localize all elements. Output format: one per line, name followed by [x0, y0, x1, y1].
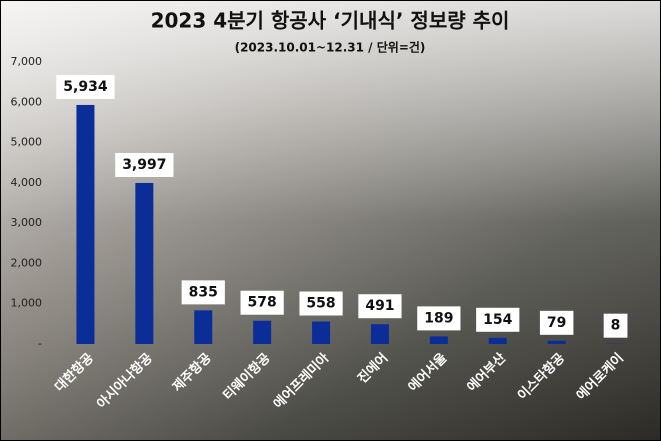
value-label: 189 [424, 310, 453, 326]
value-label: 5,934 [63, 79, 108, 95]
value-label-box [240, 290, 284, 315]
y-tick-label: 3,000 [11, 216, 43, 229]
y-tick-label: - [38, 337, 42, 350]
value-label-group: 578 [240, 290, 284, 315]
value-label-group: 8 [603, 313, 628, 338]
value-label-group: 491 [358, 294, 402, 319]
value-label-group: 5,934 [56, 74, 115, 99]
bar [429, 336, 448, 344]
value-label: 558 [306, 296, 335, 312]
value-label: 3,997 [122, 157, 166, 173]
value-label: 491 [365, 298, 394, 314]
bar [253, 320, 272, 344]
y-tick-label: 7,000 [11, 55, 43, 68]
value-label-group: 79 [539, 310, 574, 335]
bar [194, 310, 213, 344]
bar [312, 321, 331, 344]
value-label-group: 558 [299, 291, 343, 316]
bar [76, 104, 95, 344]
value-label: 154 [483, 312, 512, 328]
y-tick-label: 5,000 [11, 136, 43, 149]
value-label-group: 3,997 [115, 152, 174, 177]
value-label-box [358, 294, 402, 319]
value-label-box [603, 313, 628, 338]
value-label: 835 [189, 284, 218, 300]
value-label-group: 189 [417, 306, 461, 331]
y-tick-label: 2,000 [11, 256, 43, 269]
value-label-box [56, 74, 115, 99]
chart-subtitle: (2023.10.01~12.31 / 단위=건) [235, 40, 426, 55]
value-label-box [115, 152, 174, 177]
bar [135, 182, 154, 344]
value-label-box [417, 306, 461, 331]
value-label-box [539, 310, 574, 335]
value-label: 8 [611, 318, 621, 334]
y-tick-label: 4,000 [11, 176, 43, 189]
value-label-box [476, 307, 520, 332]
y-tick-label: 1,000 [11, 297, 43, 310]
bar [370, 324, 389, 344]
value-label: 79 [547, 315, 566, 331]
value-label: 578 [248, 295, 277, 311]
value-label-box [299, 291, 343, 316]
value-label-box [181, 280, 225, 305]
y-tick-label: 6,000 [11, 95, 43, 108]
chart-title: 2023 4분기 항공사 ‘기내식’ 정보량 추이 [151, 9, 510, 33]
value-label-group: 835 [181, 280, 225, 305]
value-label-group: 154 [476, 307, 520, 332]
bar [547, 340, 566, 344]
bar [488, 337, 507, 344]
